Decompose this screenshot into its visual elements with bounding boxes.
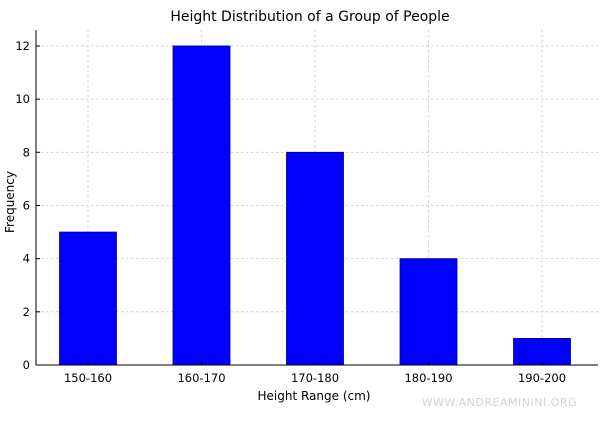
- bar: [513, 338, 571, 366]
- y-axis-label: Frequency: [3, 171, 17, 233]
- watermark: WWW.ANDREAMININI.ORG: [422, 396, 577, 409]
- ticks: 0 2 4 6 8 10 12 150-160 160-170 170-180 180-190 190…: [15, 39, 566, 385]
- bar: [399, 258, 458, 366]
- chart-title: Height Distribution of a Group of People: [170, 9, 449, 25]
- x-tick-label: 180-190: [404, 371, 452, 385]
- y-tick-label: 2: [23, 305, 30, 319]
- x-axis-label: Height Range (cm): [258, 389, 371, 403]
- x-tick-label: 190-200: [518, 371, 566, 385]
- x-tick-label: 170-180: [291, 371, 339, 385]
- y-tick-label: 8: [23, 145, 30, 159]
- y-tick-label: 6: [23, 198, 30, 212]
- axes: [35, 30, 598, 366]
- y-tick-label: 0: [23, 358, 30, 372]
- bar: [59, 231, 117, 366]
- y-tick-label: 12: [15, 39, 30, 53]
- x-tick-label: 150-160: [64, 371, 112, 385]
- bar: [172, 45, 231, 366]
- y-tick-label: 10: [15, 92, 30, 106]
- y-tick-label: 4: [23, 252, 30, 266]
- bar: [286, 151, 344, 366]
- bars: [59, 45, 571, 366]
- x-tick-label: 160-170: [177, 371, 225, 385]
